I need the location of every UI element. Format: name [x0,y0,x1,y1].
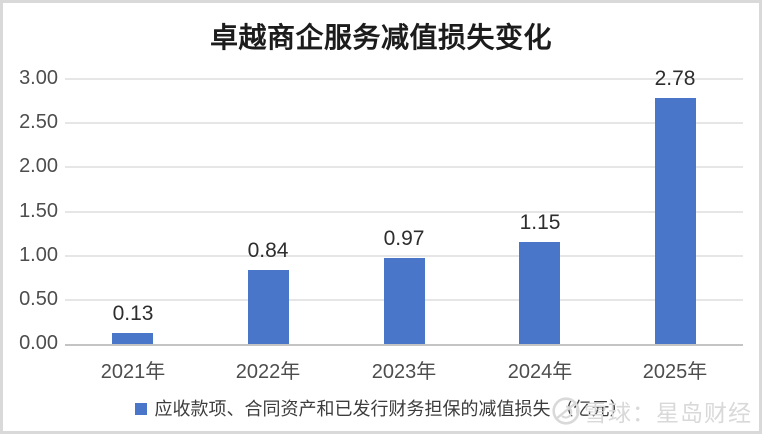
x-tick-label: 2024年 [507,361,573,383]
bar-value-label: 0.97 [383,227,425,250]
y-tick-label: 0.50 [19,288,58,310]
y-axis: 3.00 2.50 2.00 1.50 1.00 0.50 0.00 [3,67,58,354]
x-tick-label: 2023年 [371,361,437,383]
y-tick-label: 3.00 [19,67,58,89]
bar-value-label: 1.15 [519,211,561,234]
gridline [65,255,743,257]
watermark-text: 雪球：星岛财经 [584,400,752,426]
x-axis: 2021年 2022年 2023年 2024年 2025年 [65,355,743,383]
bar-2021年 [112,333,153,344]
bar-2023年 [384,258,425,344]
snowball-logo-icon [551,396,581,426]
chart-title: 卓越商企服务减值损失变化 [209,22,552,53]
bar-value-label: 0.13 [112,302,154,325]
gridline [65,211,743,213]
bar-2024年 [519,242,560,344]
legend-label: 应收款项、合同资产和已发行财务担保的减值损失 （亿元） [154,399,628,419]
y-tick-label: 2.50 [19,111,58,133]
bar-value-label: 2.78 [654,67,696,90]
gridline [65,78,743,80]
plot-area: 0.13 0.84 0.97 1.15 2.78 [65,67,743,346]
y-tick-label: 0.00 [19,332,58,354]
x-tick-label: 2025年 [642,361,708,383]
legend: 应收款项、合同资产和已发行财务担保的减值损失 （亿元） [3,395,759,421]
bar-2025年 [655,98,696,344]
x-tick-label: 2022年 [235,361,301,383]
y-tick-label: 1.00 [19,244,58,266]
x-tick-label: 2021年 [100,361,166,383]
watermark: 雪球：星岛财经 [551,394,752,428]
gridline [65,122,743,124]
y-tick-label: 2.00 [19,155,58,177]
bar-2022年 [248,270,289,344]
gridline [65,166,743,168]
legend-swatch [134,403,147,415]
y-tick-label: 1.50 [19,200,58,222]
bar-value-label: 0.84 [247,239,289,262]
